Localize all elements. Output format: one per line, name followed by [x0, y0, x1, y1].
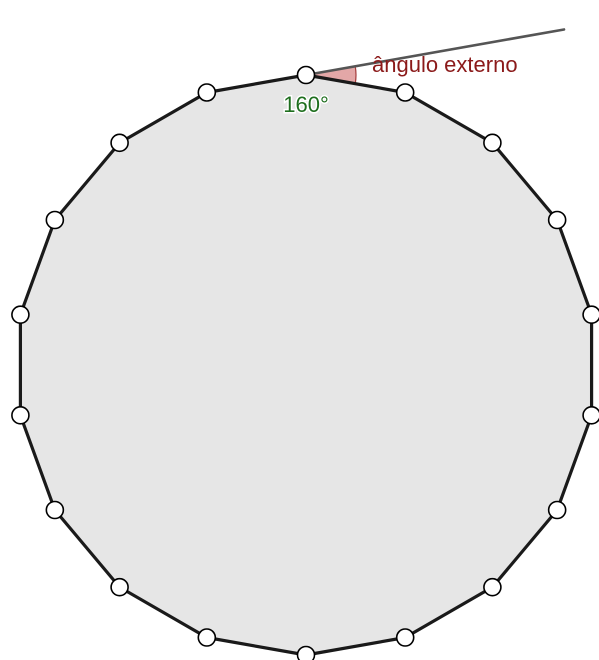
polygon-vertex[interactable]	[45, 500, 65, 520]
polygon-vertex[interactable]	[547, 210, 567, 230]
polygon-vertex[interactable]	[197, 83, 217, 102]
exterior-angle-label: ângulo externo	[372, 52, 518, 77]
polygon-vertex[interactable]	[547, 500, 567, 520]
interior-angle-label: 160°	[283, 92, 329, 117]
polygon-vertex[interactable]	[197, 628, 217, 647]
polygon-vertex[interactable]	[395, 628, 415, 647]
polygon-vertex[interactable]	[582, 406, 599, 425]
polygon-vertex[interactable]	[110, 133, 129, 153]
polygon-vertex[interactable]	[296, 65, 316, 85]
polygon-vertex[interactable]	[483, 577, 502, 597]
polygon-vertex[interactable]	[483, 133, 502, 153]
regular-polygon	[18, 73, 594, 657]
side-extension-line	[304, 28, 566, 77]
vertices-group	[11, 65, 599, 660]
polygon-vertex[interactable]	[110, 577, 129, 597]
polygon-vertex[interactable]	[45, 210, 65, 230]
polygon-vertex[interactable]	[296, 645, 316, 660]
polygon-vertex[interactable]	[11, 305, 30, 324]
polygon-vertex[interactable]	[11, 406, 30, 425]
polygon-vertex[interactable]	[582, 305, 599, 324]
polygon-vertex[interactable]	[395, 83, 415, 102]
